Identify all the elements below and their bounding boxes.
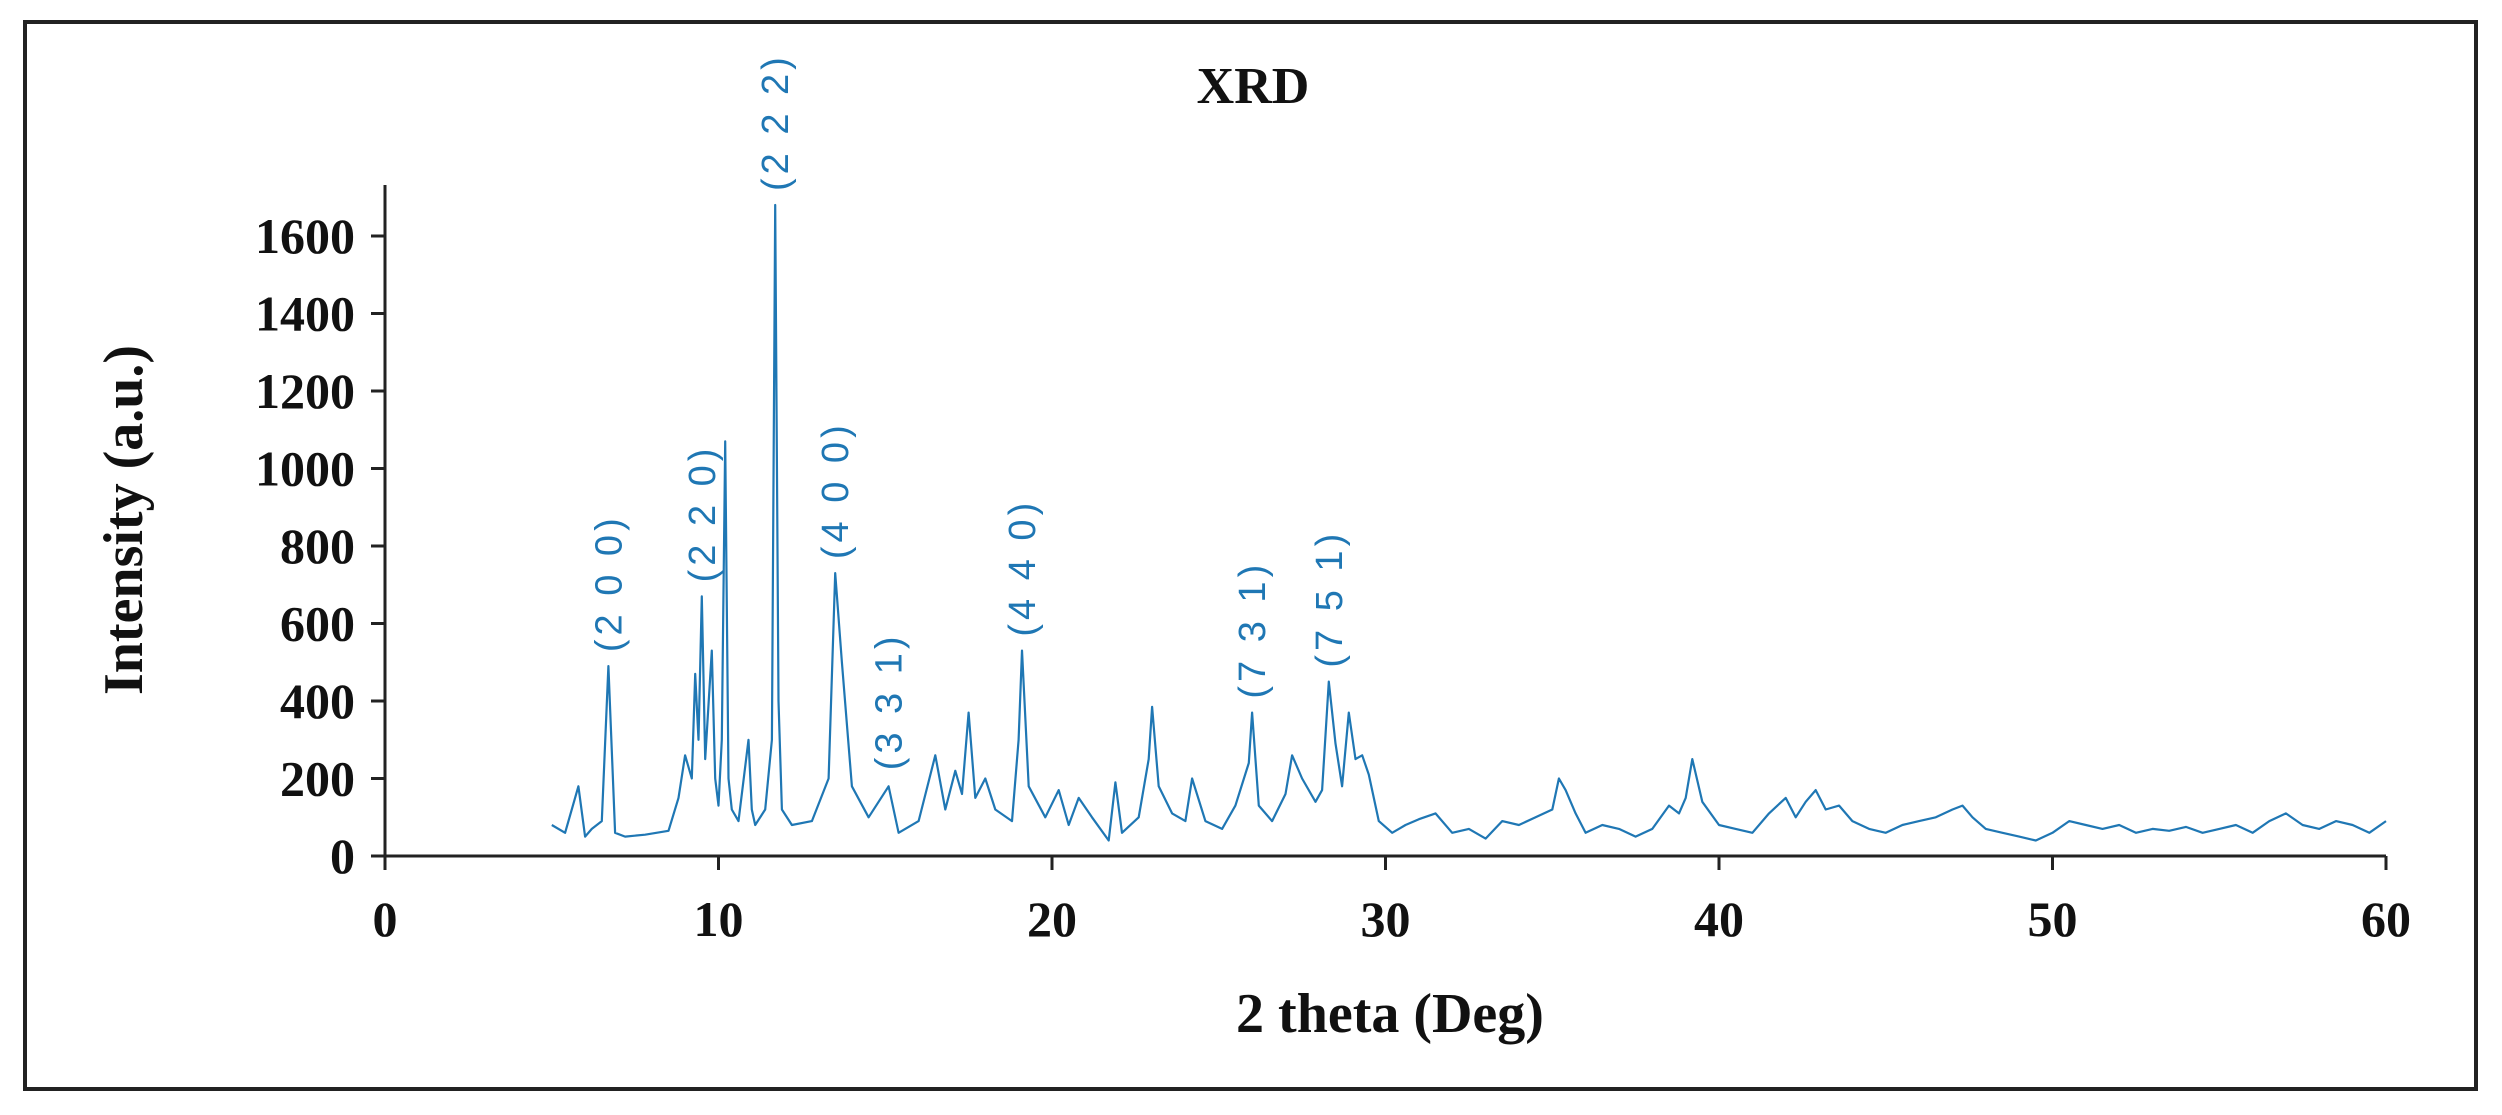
y-tick-label: 600 [280, 596, 355, 652]
x-axis-label: 2 theta (Deg) [1236, 983, 1544, 1045]
peak-label: (4 4 0) [1002, 499, 1044, 637]
y-tick-label: 1600 [255, 208, 355, 264]
y-tick-label: 1000 [255, 441, 355, 497]
peak-label: (2 0 0) [588, 514, 630, 652]
peak-label: (7 3 1) [1232, 561, 1274, 699]
peak-label: (7 5 1) [1309, 530, 1351, 668]
x-tick-label: 50 [2028, 891, 2078, 947]
y-tick-label: 0 [330, 828, 355, 884]
y-tick-label: 800 [280, 518, 355, 574]
y-tick-label: 200 [280, 751, 355, 807]
peak-annotations: (2 0 0) (2 2 0) (2 2 2) (4 0 0) (3 3 1) (4 4 … [588, 53, 1350, 770]
y-tick-label: 1200 [255, 363, 355, 419]
x-tick-label: 0 [373, 891, 398, 947]
peak-label: (2 2 2) [755, 53, 797, 191]
chart-frame [23, 20, 2478, 1091]
x-tick-label: 10 [694, 891, 744, 947]
x-tick-label: 60 [2361, 891, 2411, 947]
x-tick-label: 30 [1361, 891, 1411, 947]
y-ticks: 0 200 400 600 800 1000 1200 1400 1600 [255, 208, 385, 884]
peak-label: (2 2 0) [682, 445, 724, 583]
x-tick-label: 40 [1694, 891, 1744, 947]
y-tick-label: 400 [280, 673, 355, 729]
x-tick-label: 20 [1027, 891, 1077, 947]
peak-label: (3 3 1) [869, 632, 911, 770]
x-ticks: 0 10 20 30 40 50 60 [373, 856, 2411, 947]
xrd-series-line [551, 203, 2387, 842]
peak-label: (4 0 0) [815, 421, 857, 559]
chart-title: XRD [1197, 58, 1310, 115]
y-tick-label: 1400 [255, 286, 355, 342]
y-axis-label: Intensity (a.u.) [93, 345, 155, 695]
